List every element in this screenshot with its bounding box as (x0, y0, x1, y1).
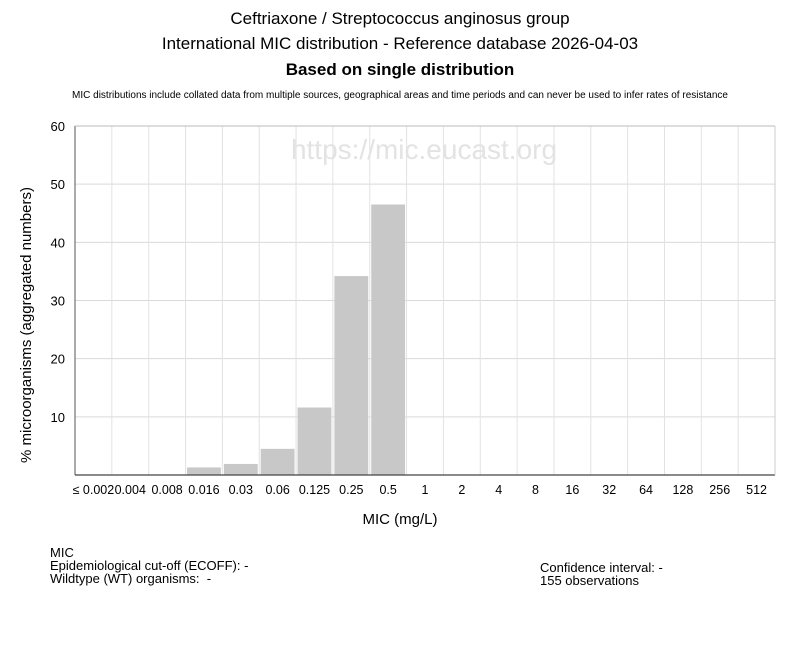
chart-subtitle: International MIC distribution - Referen… (161, 34, 639, 53)
axes (74, 125, 776, 476)
y-tick-label: 40 (51, 235, 65, 250)
x-tick-label: 64 (639, 483, 653, 497)
mic-histogram-chart: https://mic.eucast.org 10 20 30 40 50 60 ≤ 0.… (18, 119, 776, 528)
watermark-url: https://mic.eucast.org (291, 134, 557, 165)
x-tick-label: 0.06 (265, 483, 289, 497)
x-tick-label: 128 (672, 483, 693, 497)
y-tick-labels: 10 20 30 40 50 60 (51, 119, 65, 425)
footer-left: MIC Epidemiological cut-off (ECOFF): - W… (50, 546, 248, 585)
y-axis-label: % microorganisms (aggregated numbers) (18, 187, 35, 463)
x-tick-label: 256 (709, 483, 730, 497)
footer-confidence-interval: Confidence interval: - (540, 560, 663, 575)
x-tick-label: 0.03 (229, 483, 253, 497)
x-tick-label: 0.25 (339, 483, 363, 497)
x-tick-label: 0.008 (151, 483, 182, 497)
disclaimer-text: MIC distributions include collated data … (72, 90, 728, 101)
y-tick-label: 60 (51, 119, 65, 134)
x-tick-label: 32 (602, 483, 616, 497)
footer-ecoff: Epidemiological cut-off (ECOFF): - (50, 558, 249, 573)
distribution-basis: Based on single distribution (285, 60, 515, 79)
x-tick-label: 2 (458, 483, 465, 497)
x-tick-label: 512 (746, 483, 767, 497)
y-tick-label: 20 (51, 352, 65, 367)
x-tick-label: 0.5 (379, 483, 396, 497)
x-tick-label: 0.125 (299, 483, 330, 497)
chart-title: Ceftriaxone / Streptococcus anginosus gr… (230, 9, 570, 28)
bars (187, 204, 406, 475)
bar-0.06 (260, 448, 295, 475)
footer-wildtype: Wildtype (WT) organisms: - (50, 571, 212, 586)
y-tick-label: 50 (51, 177, 65, 192)
x-tick-label: 16 (565, 483, 579, 497)
bar-0.125 (297, 407, 332, 475)
x-tick-label: 8 (532, 483, 539, 497)
y-tick-label: 30 (51, 294, 65, 309)
y-tick-label: 10 (51, 410, 65, 425)
bar-0.016 (187, 467, 221, 475)
footer-right: Confidence interval: - 155 observations (540, 561, 663, 587)
grid-lines (75, 125, 775, 475)
x-tick-labels: ≤ 0.002 0.004 0.008 0.016 0.03 0.06 0.125 0.25 0… (73, 483, 767, 497)
x-tick-label: 0.016 (188, 483, 219, 497)
x-tick-label: ≤ 0.002 (73, 483, 115, 497)
x-axis-label: MIC (mg/L) (363, 511, 438, 528)
footer-mic-label: MIC (50, 545, 74, 560)
footer-observations: 155 observations (540, 573, 640, 588)
x-tick-label: 4 (495, 483, 502, 497)
bar-0.25 (334, 276, 369, 475)
bar-0.5 (371, 204, 406, 475)
bar-0.03 (223, 463, 258, 475)
x-tick-label: 1 (422, 483, 429, 497)
x-tick-label: 0.004 (115, 483, 146, 497)
